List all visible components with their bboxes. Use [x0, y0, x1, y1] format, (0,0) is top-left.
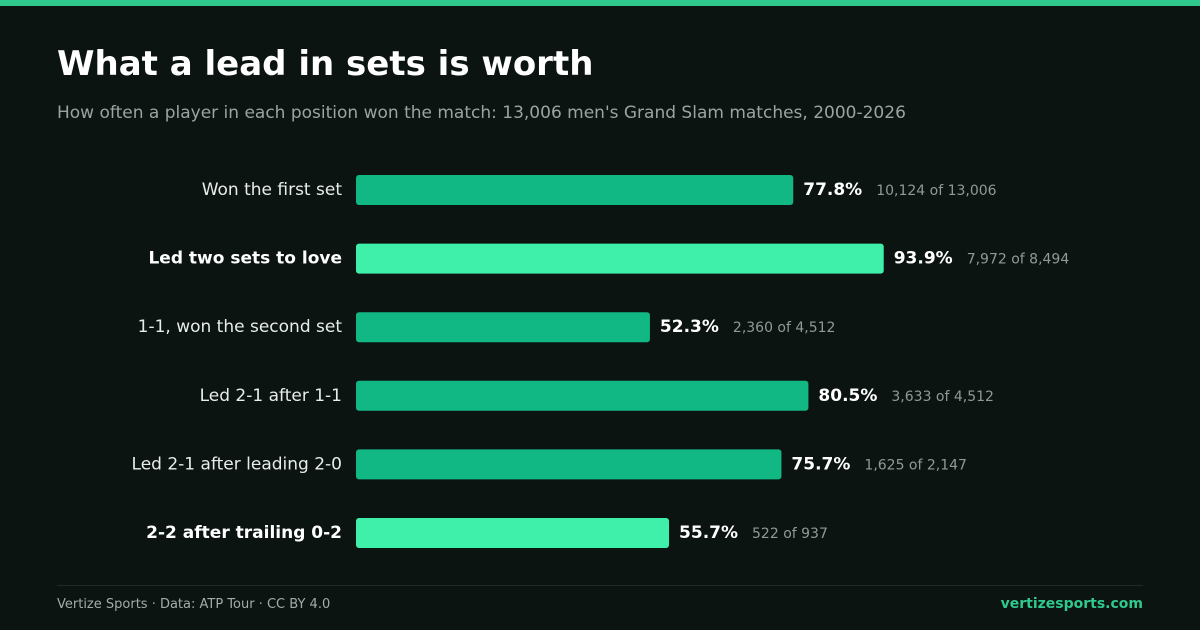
- top-accent-bar: [0, 0, 1200, 6]
- page-subtitle: How often a player in each position won …: [57, 103, 906, 123]
- category-label: Led 2-1 after 1-1: [200, 386, 342, 406]
- count-label: 2,360 of 4,512: [733, 320, 836, 336]
- value-label: 55.7%: [679, 523, 738, 543]
- count-label: 10,124 of 13,006: [876, 183, 996, 199]
- value-label: 93.9%: [894, 249, 953, 269]
- bar: [356, 312, 650, 343]
- category-label: 2-2 after trailing 0-2: [146, 523, 342, 543]
- bar-row: Led 2-1 after leading 2-0 75.7% 1,625 of 2…: [132, 449, 967, 480]
- bar-chart: Won the first set 77.8% 10,124 of 13,006 Le…: [132, 175, 1070, 548]
- count-label: 3,633 of 4,512: [891, 389, 994, 405]
- bar-row: 1-1, won the second set 52.3% 2,360 of 4,5…: [138, 312, 836, 343]
- category-label: 1-1, won the second set: [138, 317, 343, 337]
- count-label: 522 of 937: [752, 526, 828, 542]
- count-label: 7,972 of 8,494: [967, 252, 1070, 268]
- footer-site-link[interactable]: vertizesports.com: [1000, 596, 1143, 612]
- category-label: Led two sets to love: [148, 249, 342, 269]
- bar: [356, 175, 794, 205]
- bar-row: 2-2 after trailing 0-2 55.7% 522 of 937: [146, 518, 828, 548]
- footer-credit: Vertize Sports · Data: ATP Tour · CC BY …: [57, 597, 331, 612]
- count-label: 1,625 of 2,147: [864, 457, 967, 473]
- bar: [356, 243, 884, 274]
- category-label: Led 2-1 after leading 2-0: [132, 454, 342, 474]
- bar: [356, 449, 782, 480]
- bar: [356, 518, 670, 548]
- value-label: 80.5%: [818, 386, 877, 406]
- category-label: Won the first set: [202, 180, 343, 200]
- value-label: 77.8%: [803, 180, 862, 200]
- page-title: What a lead in sets is worth: [57, 44, 594, 84]
- bar-row: Won the first set 77.8% 10,124 of 13,006: [202, 175, 997, 205]
- footer-divider: [57, 585, 1143, 586]
- bar-row: Led two sets to love 93.9% 7,972 of 8,494: [148, 243, 1070, 274]
- bar-row: Led 2-1 after 1-1 80.5% 3,633 of 4,512: [200, 380, 994, 411]
- value-label: 52.3%: [660, 317, 719, 337]
- value-label: 75.7%: [791, 454, 850, 474]
- bar: [356, 380, 809, 411]
